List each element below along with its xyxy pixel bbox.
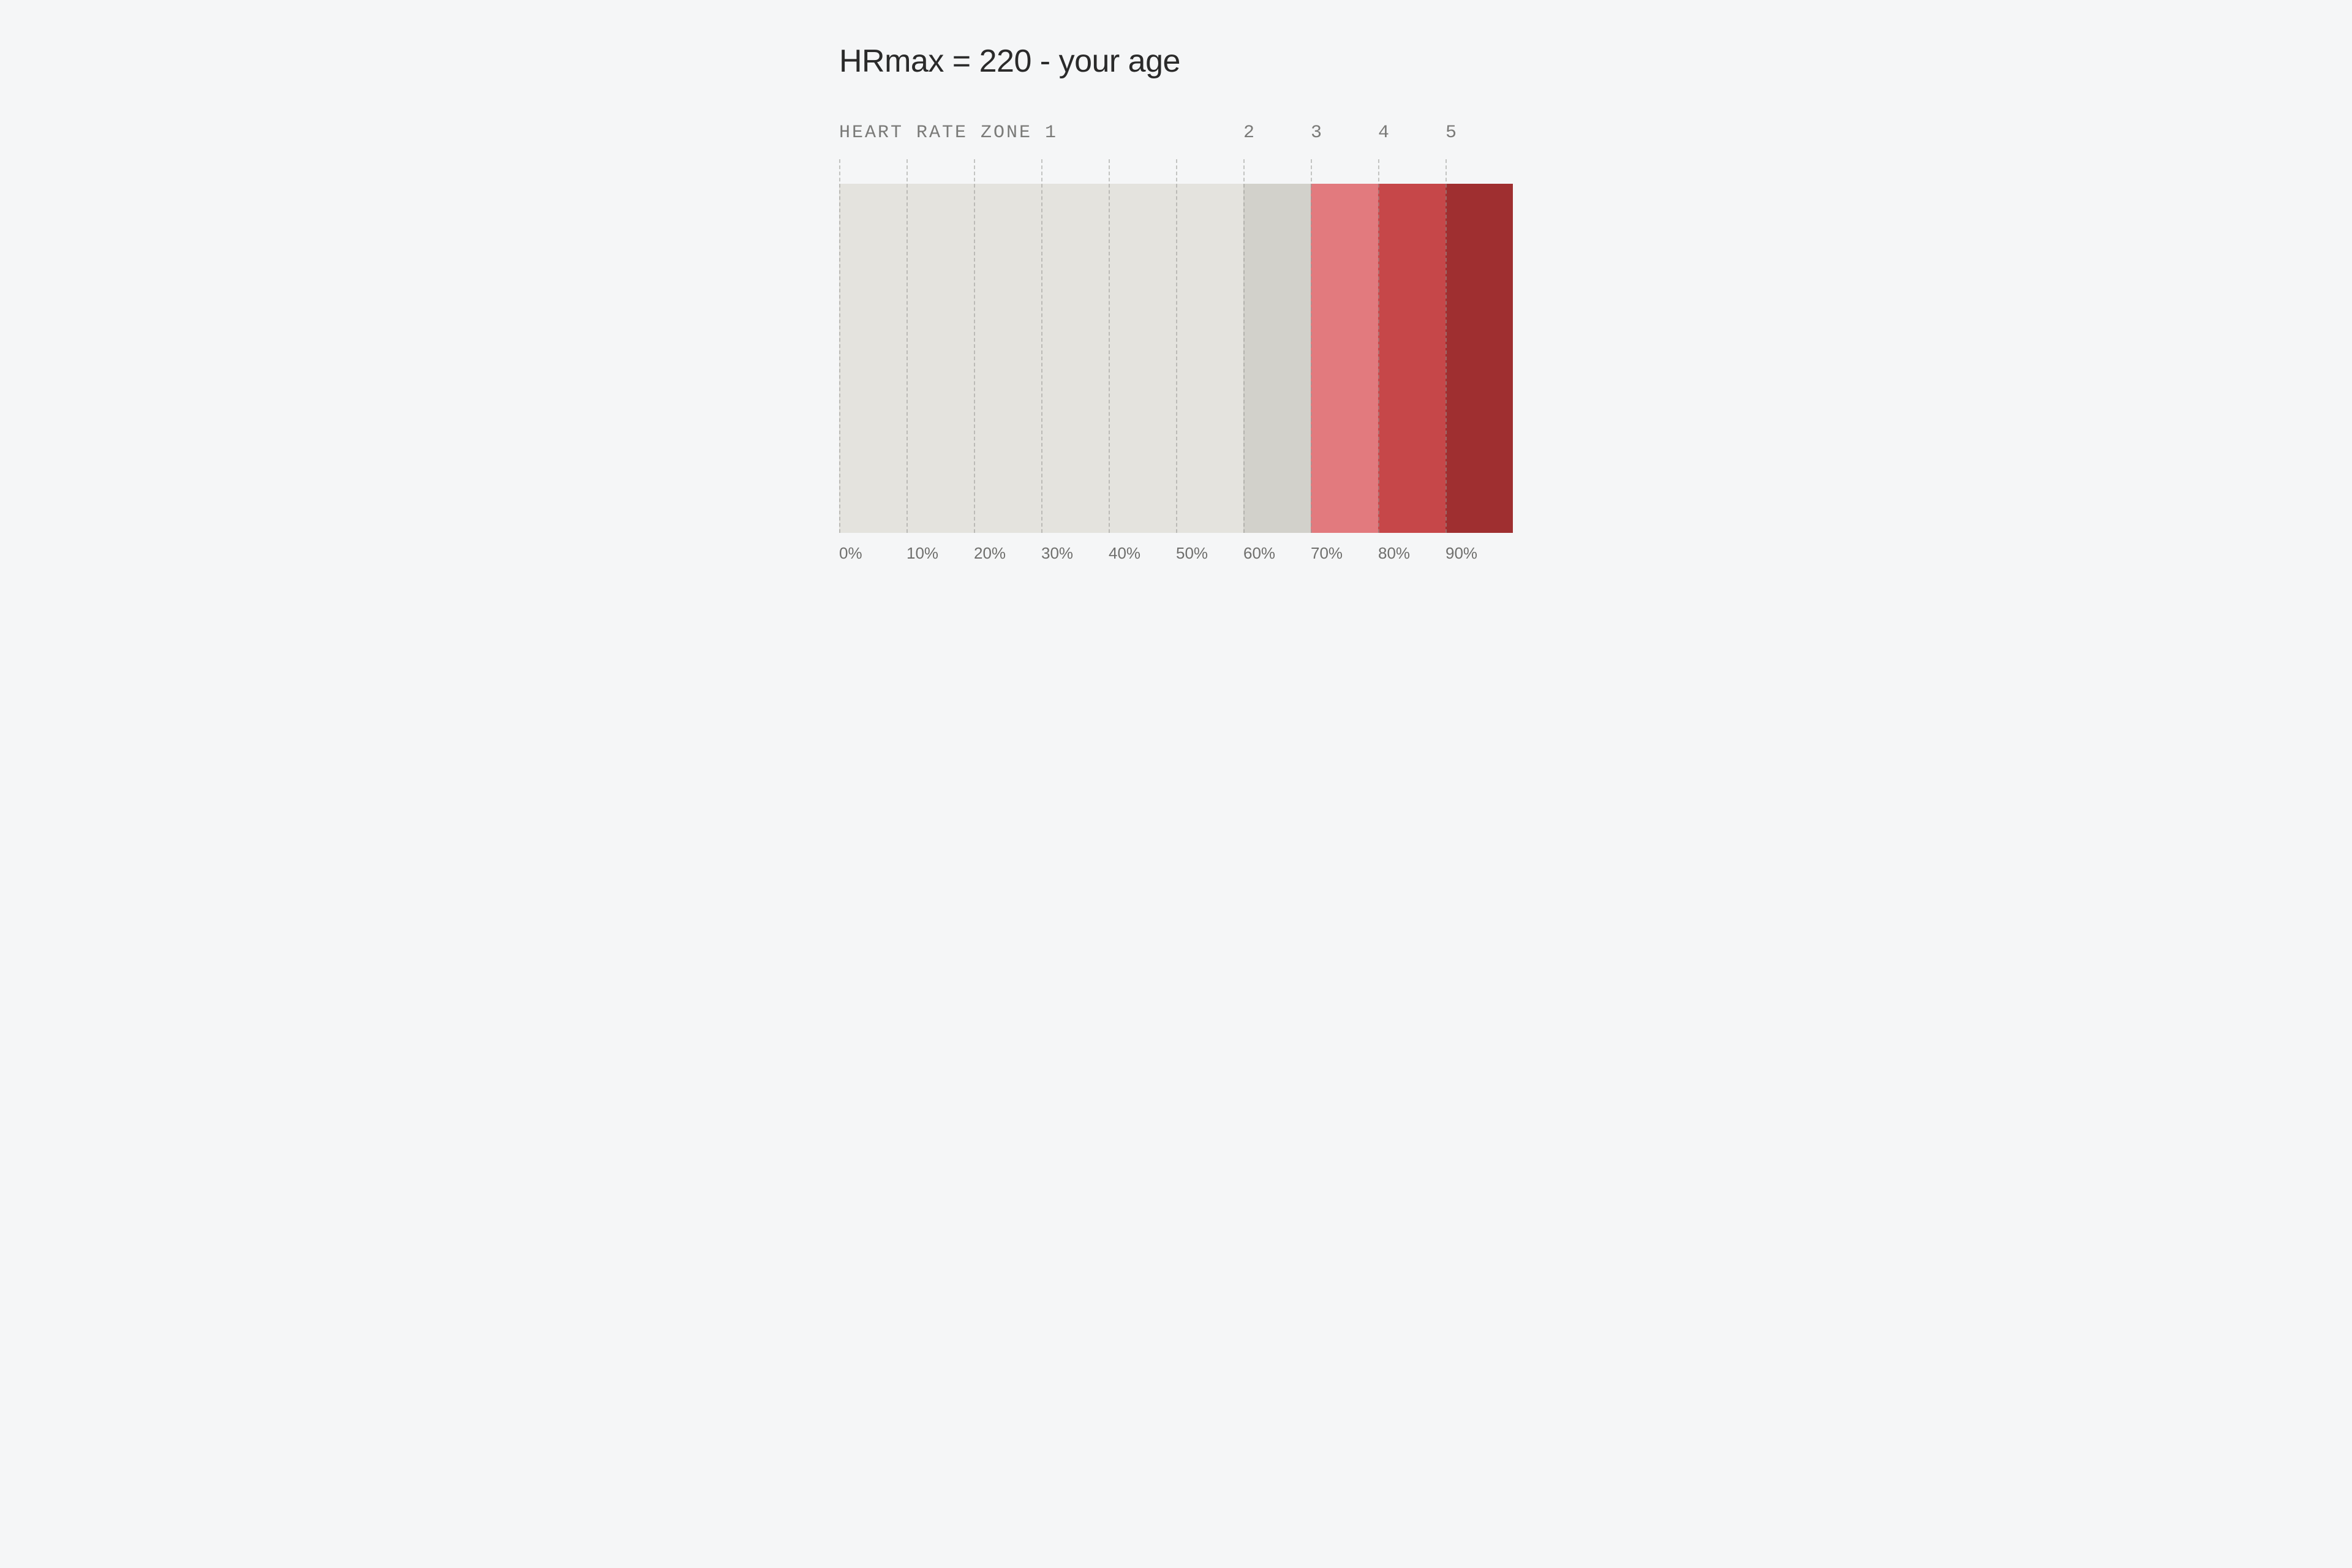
zone-label: HEART RATE ZONE 1	[839, 123, 1058, 143]
zone-segment-3	[1311, 184, 1378, 533]
x-axis-label: 80%	[1378, 544, 1410, 563]
x-axis-label: 20%	[974, 544, 1006, 563]
chart-title: HRmax = 220 - your age	[839, 43, 1513, 80]
x-axis-label: 10%	[907, 544, 938, 563]
x-axis-label: 90%	[1446, 544, 1477, 563]
zone-label-row: HEART RATE ZONE 1 2 3 4 5	[839, 123, 1513, 147]
chart-area	[839, 159, 1513, 533]
zone-label: 2	[1243, 123, 1256, 143]
zone-segment-2	[1243, 184, 1311, 533]
hrmax-chart: HRmax = 220 - your age HEART RATE ZONE 1…	[790, 0, 1562, 617]
zone-bars	[839, 184, 1513, 533]
x-axis-label: 40%	[1109, 544, 1140, 563]
x-axis-label: 60%	[1243, 544, 1275, 563]
zone-segment-4	[1378, 184, 1446, 533]
x-axis-labels: 0% 10% 20% 30% 40% 50% 60% 70% 80% 90%	[839, 544, 1513, 568]
x-axis-label: 30%	[1041, 544, 1073, 563]
zone-label: 4	[1378, 123, 1391, 143]
x-axis-label: 0%	[839, 544, 862, 563]
zone-label: 5	[1446, 123, 1458, 143]
zone-label: 3	[1311, 123, 1324, 143]
x-axis-label: 50%	[1176, 544, 1208, 563]
zone-segment-1	[839, 184, 1243, 533]
x-axis-label: 70%	[1311, 544, 1343, 563]
zone-segment-5	[1446, 184, 1513, 533]
